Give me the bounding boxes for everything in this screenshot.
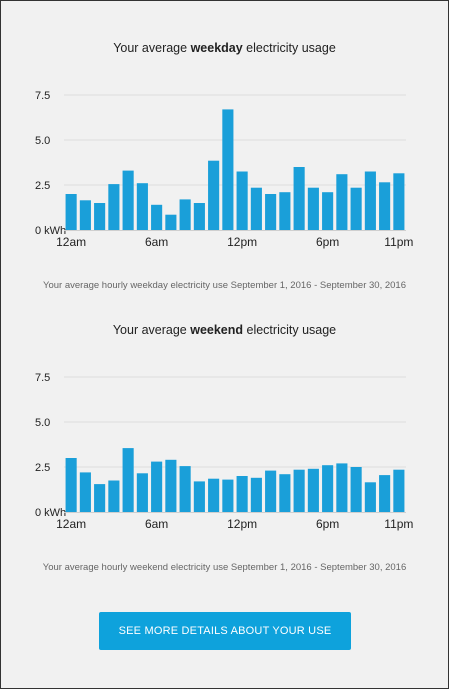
weekend-bar <box>136 473 148 512</box>
weekday-bar <box>350 187 362 230</box>
weekday-ytick-label: 0 kWh <box>35 225 66 237</box>
weekend-ytick-label: 7.5 <box>35 372 50 384</box>
weekday-bar <box>208 160 220 230</box>
weekend-bar <box>151 461 163 512</box>
weekday-bar <box>265 194 277 230</box>
weekend-bar <box>94 484 106 512</box>
weekend-bar <box>250 477 262 512</box>
weekend-xtick-label: 12am <box>56 517 86 531</box>
weekday-bar <box>322 192 334 230</box>
weekend-bar <box>322 465 334 512</box>
weekend-ytick-label: 0 kWh <box>35 507 66 519</box>
weekday-xtick-label: 11pm <box>384 235 413 249</box>
weekend-bar <box>79 472 91 512</box>
weekday-bar <box>336 174 348 230</box>
weekend-bar <box>293 469 305 512</box>
weekday-bar <box>151 204 163 230</box>
weekday-bar <box>79 200 91 230</box>
weekend-bar <box>165 459 177 512</box>
weekend-ytick-label: 2.5 <box>35 462 50 474</box>
weekday-title-suffix: electricity usage <box>242 41 336 55</box>
weekday-bar <box>108 184 120 230</box>
weekday-bar <box>250 187 262 230</box>
weekday-xtick-label: 6am <box>145 235 168 249</box>
weekday-ytick-label: 2.5 <box>35 180 50 192</box>
weekday-ytick-label: 5.0 <box>35 135 50 147</box>
weekend-chart-title: Your average weekend electricity usage <box>0 323 449 337</box>
weekday-usage-chart: 0 kWh 2.5 5.0 7.5 12am 6am 12pm 6pm 11pm <box>35 90 413 249</box>
weekday-bar <box>293 167 305 230</box>
weekday-bar <box>379 182 391 230</box>
weekend-bar <box>122 448 134 512</box>
weekend-ytick-label: 5.0 <box>35 417 50 429</box>
weekday-bar <box>179 199 191 230</box>
weekday-bar <box>279 192 291 230</box>
weekend-bar <box>179 466 191 512</box>
weekday-bar <box>393 173 405 230</box>
weekend-caption: Your average hourly weekend electricity … <box>42 562 407 573</box>
weekday-bar <box>307 187 319 230</box>
weekend-xtick-label: 6pm <box>316 517 339 531</box>
weekend-xtick-label: 6am <box>145 517 168 531</box>
weekend-bar <box>108 480 120 512</box>
weekend-bar <box>307 468 319 512</box>
weekend-bar <box>379 475 391 512</box>
weekday-bar <box>222 109 234 230</box>
weekday-title-bold: weekday <box>190 41 243 55</box>
weekday-bar <box>165 214 177 230</box>
weekend-bar <box>336 463 348 512</box>
weekday-title-prefix: Your average <box>113 41 191 55</box>
weekday-xtick-label: 6pm <box>316 235 339 249</box>
weekend-title-prefix: Your average <box>112 323 191 337</box>
weekday-bar <box>136 183 148 230</box>
weekday-bar <box>236 171 248 230</box>
weekday-xtick-label: 12pm <box>227 235 257 249</box>
weekday-bar <box>193 203 205 230</box>
weekend-usage-chart: 0 kWh 2.5 5.0 7.5 12am 6am 12pm 6pm 11pm <box>35 372 413 531</box>
weekend-bar <box>236 476 248 512</box>
weekend-xtick-label: 11pm <box>384 517 413 531</box>
weekday-caption: Your average hourly weekday electricity … <box>43 280 406 291</box>
weekday-xtick-label: 12am <box>56 235 86 249</box>
weekday-bar <box>65 194 77 230</box>
weekend-bar <box>350 467 362 512</box>
weekday-bar <box>364 171 376 230</box>
weekend-title-bold: weekend <box>190 323 244 337</box>
weekday-ytick-label: 7.5 <box>35 90 50 102</box>
weekend-bar <box>65 458 77 512</box>
weekend-bar <box>364 482 376 512</box>
weekend-bar <box>265 470 277 512</box>
weekday-bar <box>94 203 106 230</box>
weekend-bar <box>279 474 291 512</box>
see-more-details-button[interactable]: SEE MORE DETAILS ABOUT YOUR USE <box>99 612 351 650</box>
weekday-bar <box>122 170 134 230</box>
weekend-title-suffix: electricity usage <box>243 323 337 337</box>
weekend-bar <box>393 469 405 512</box>
weekday-chart-title: Your average weekday electricity usage <box>0 41 449 55</box>
weekend-bar <box>222 479 234 512</box>
weekend-bar <box>193 481 205 512</box>
weekend-bar <box>208 478 220 512</box>
weekend-xtick-label: 12pm <box>227 517 257 531</box>
